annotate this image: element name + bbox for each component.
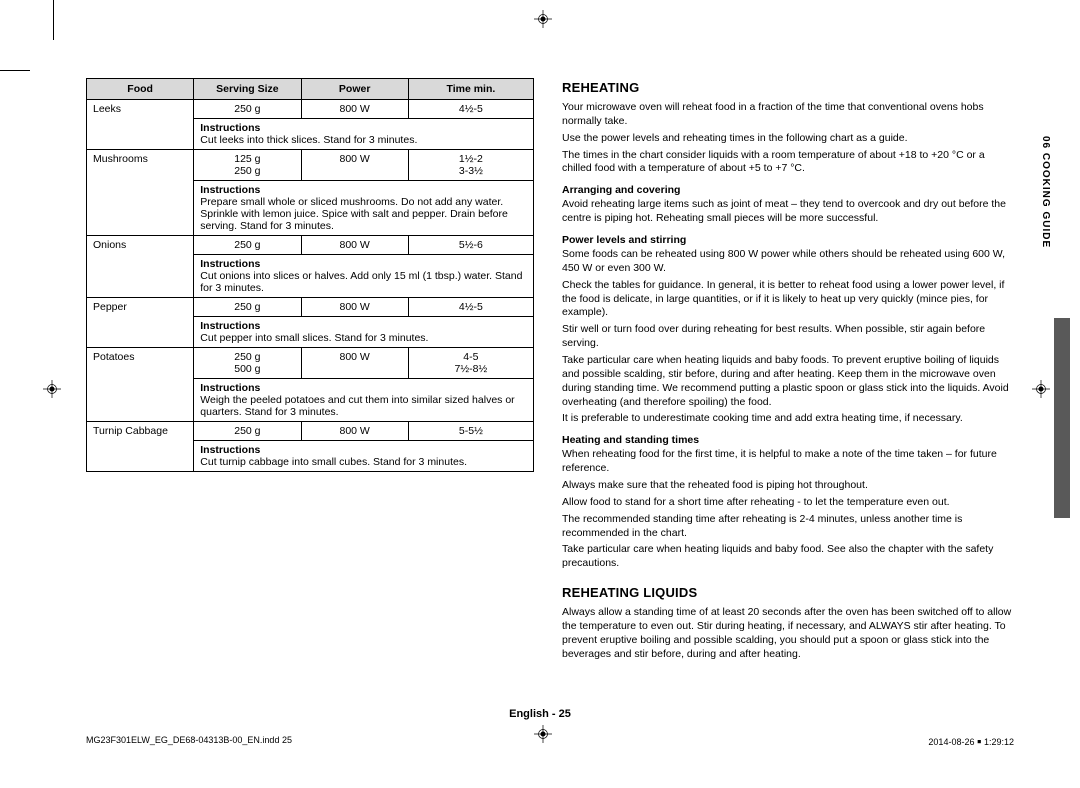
body-text: Avoid reheating large items such as join… — [562, 198, 1014, 226]
heading-reheating: REHEATING — [562, 80, 1014, 95]
cell-time: 5½-6 — [408, 236, 533, 255]
cell-time: 4½-5 — [408, 100, 533, 119]
cell-food: Turnip Cabbage — [87, 422, 194, 472]
cell-power: 800 W — [301, 100, 408, 119]
body-text: Use the power levels and reheating times… — [562, 132, 1014, 146]
body-text: Take particular care when heating liquid… — [562, 543, 1014, 571]
body-text: Take particular care when heating liquid… — [562, 354, 1014, 409]
cell-size: 125 g250 g — [194, 150, 301, 181]
body-text: Allow food to stand for a short time aft… — [562, 496, 1014, 510]
table-header-row: Food Serving Size Power Time min. — [87, 79, 534, 100]
page-content: Food Serving Size Power Time min. Leeks2… — [86, 78, 1014, 728]
body-text: It is preferable to underestimate cookin… — [562, 412, 1014, 426]
body-text: Some foods can be reheated using 800 W p… — [562, 248, 1014, 276]
subhead-arranging: Arranging and covering — [562, 184, 1014, 196]
crop-mark — [53, 0, 54, 40]
crop-mark — [0, 70, 30, 71]
body-text: Always allow a standing time of at least… — [562, 606, 1014, 661]
th-time: Time min. — [408, 79, 533, 100]
th-power: Power — [301, 79, 408, 100]
th-serving: Serving Size — [194, 79, 301, 100]
cell-power: 800 W — [301, 298, 408, 317]
cell-instructions: InstructionsWeigh the peeled potatoes an… — [194, 379, 534, 422]
cell-instructions: InstructionsCut onions into slices or ha… — [194, 255, 534, 298]
body-text: When reheating food for the first time, … — [562, 448, 1014, 476]
cell-power: 800 W — [301, 348, 408, 379]
cell-instructions: InstructionsCut pepper into small slices… — [194, 317, 534, 348]
cell-size: 250 g — [194, 236, 301, 255]
heading-reheating-liquids: REHEATING LIQUIDS — [562, 585, 1014, 600]
cell-food: Leeks — [87, 100, 194, 150]
left-column: Food Serving Size Power Time min. Leeks2… — [86, 78, 534, 728]
section-tab: 06 COOKING GUIDE — [1040, 136, 1058, 296]
cell-time: 4-57½-8½ — [408, 348, 533, 379]
body-text: The times in the chart consider liquids … — [562, 149, 1014, 177]
table-row: Turnip Cabbage250 g800 W5-5½ — [87, 422, 534, 441]
cooking-table: Food Serving Size Power Time min. Leeks2… — [86, 78, 534, 472]
cell-food: Potatoes — [87, 348, 194, 422]
body-text: Always make sure that the reheated food … — [562, 479, 1014, 493]
subhead-heating-times: Heating and standing times — [562, 434, 1014, 446]
footer-timestamp: 2014-08-26 ￭ 1:29:12 — [928, 735, 1014, 748]
table-row: Pepper250 g800 W4½-5 — [87, 298, 534, 317]
table-row: Leeks250 g800 W4½-5 — [87, 100, 534, 119]
registration-mark-icon — [534, 10, 552, 31]
body-text: Your microwave oven will reheat food in … — [562, 101, 1014, 129]
table-row: Potatoes250 g500 g800 W4-57½-8½ — [87, 348, 534, 379]
registration-mark-icon — [1032, 380, 1050, 401]
cell-power: 800 W — [301, 150, 408, 181]
section-tab-stripe — [1054, 318, 1070, 518]
cell-food: Pepper — [87, 298, 194, 348]
cell-time: 5-5½ — [408, 422, 533, 441]
page-number: English - 25 — [0, 708, 1080, 720]
cell-instructions: InstructionsCut leeks into thick slices.… — [194, 119, 534, 150]
body-text: Check the tables for guidance. In genera… — [562, 279, 1014, 321]
footer-filename: MG23F301ELW_EG_DE68-04313B-00_EN.indd 25 — [86, 735, 292, 748]
cell-time: 4½-5 — [408, 298, 533, 317]
th-food: Food — [87, 79, 194, 100]
cell-power: 800 W — [301, 236, 408, 255]
cell-size: 250 g500 g — [194, 348, 301, 379]
cell-size: 250 g — [194, 422, 301, 441]
cell-food: Onions — [87, 236, 194, 298]
cell-size: 250 g — [194, 298, 301, 317]
registration-mark-icon — [43, 380, 61, 401]
right-column: REHEATING Your microwave oven will rehea… — [562, 78, 1014, 728]
cell-instructions: InstructionsCut turnip cabbage into smal… — [194, 441, 534, 472]
cell-instructions: InstructionsPrepare small whole or slice… — [194, 181, 534, 236]
subhead-power-levels: Power levels and stirring — [562, 234, 1014, 246]
table-row: Onions250 g800 W5½-6 — [87, 236, 534, 255]
table-row: Mushrooms125 g250 g800 W1½-23-3½ — [87, 150, 534, 181]
section-tab-label: 06 COOKING GUIDE — [1040, 136, 1051, 248]
body-text: Stir well or turn food over during rehea… — [562, 323, 1014, 351]
print-footer: MG23F301ELW_EG_DE68-04313B-00_EN.indd 25… — [86, 735, 1014, 748]
cell-time: 1½-23-3½ — [408, 150, 533, 181]
body-text: The recommended standing time after rehe… — [562, 513, 1014, 541]
cell-power: 800 W — [301, 422, 408, 441]
cell-food: Mushrooms — [87, 150, 194, 236]
cell-size: 250 g — [194, 100, 301, 119]
